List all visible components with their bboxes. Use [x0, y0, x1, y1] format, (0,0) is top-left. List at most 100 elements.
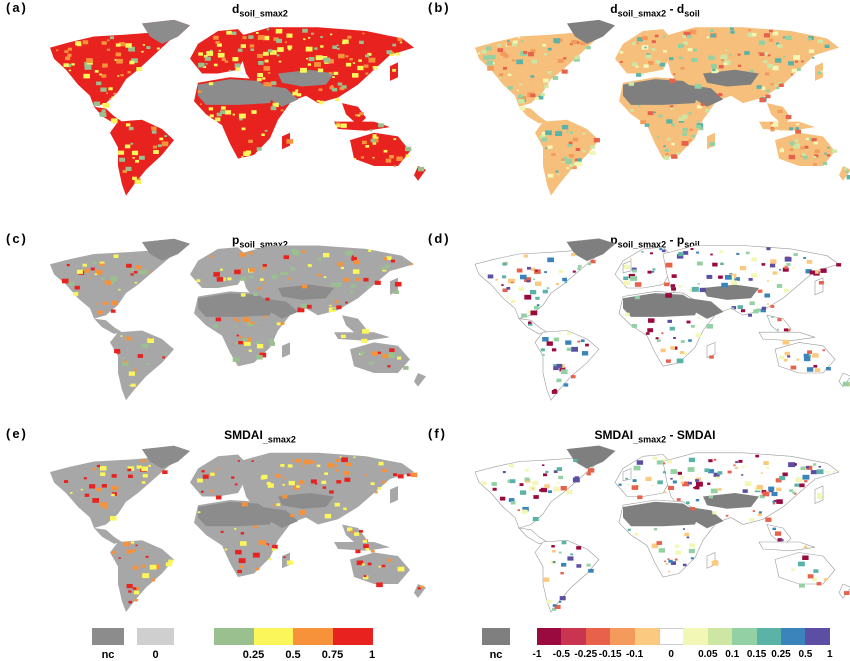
map-pixel-cluster	[151, 578, 156, 582]
map-pixel-cluster	[338, 53, 345, 59]
map-pixel-cluster	[293, 485, 300, 490]
map-pixel-cluster	[647, 270, 652, 274]
legend-tick-label: 0.75	[321, 649, 344, 661]
map-pixel-cluster	[393, 138, 397, 141]
map-pixel-cluster	[644, 46, 647, 49]
landmass-europe	[190, 454, 250, 497]
map-pixel-cluster	[234, 483, 238, 486]
map-pixel-cluster	[508, 278, 515, 284]
map-pixel-cluster	[126, 263, 132, 268]
map-pixel-cluster	[265, 297, 270, 301]
map-pixel-cluster	[214, 117, 221, 122]
map-pixel-cluster	[311, 460, 315, 464]
map-pixel-cluster	[567, 556, 574, 561]
map-pixel-cluster	[140, 548, 144, 550]
map-pixel-cluster	[710, 488, 718, 494]
landmass-indonesia	[758, 541, 816, 552]
map-pixel-cluster	[561, 541, 567, 545]
map-pixel-cluster	[227, 277, 232, 281]
map-pixel-cluster	[272, 544, 278, 549]
map-pixel-cluster	[320, 45, 324, 48]
map-pixel-cluster	[663, 462, 666, 465]
map-pixel-cluster	[682, 132, 687, 136]
map-pixel-cluster	[257, 35, 265, 40]
map-pixel-cluster	[691, 57, 698, 63]
map-pixel-cluster	[335, 459, 341, 462]
map-pixel-cluster	[713, 559, 718, 563]
map-pixel-cluster	[637, 105, 641, 107]
map-pixel-cluster	[198, 52, 204, 56]
map-pixel-cluster	[737, 64, 742, 67]
map-pixel-cluster	[512, 59, 516, 62]
map-pixel-cluster	[362, 328, 369, 334]
map-pixel-cluster	[134, 599, 138, 602]
map-pixel-cluster	[842, 381, 850, 387]
map-pixel-cluster	[520, 274, 527, 280]
map-pixel-cluster	[501, 284, 504, 286]
map-pixel-cluster	[74, 285, 80, 290]
map-pixel-cluster	[83, 73, 90, 79]
map-pixel-cluster	[196, 279, 201, 282]
map-pixel-cluster	[367, 562, 372, 566]
map-pixel-cluster	[805, 137, 810, 141]
map-pixel-cluster	[669, 78, 676, 84]
map-pixel-cluster	[697, 120, 700, 122]
landmass-australia	[350, 342, 410, 373]
map-pixel-cluster	[269, 339, 275, 343]
map-pixel-cluster	[544, 84, 549, 88]
map-pixel-cluster	[530, 267, 536, 271]
map-pixel-cluster	[708, 55, 715, 60]
map-pixel-cluster	[232, 357, 240, 362]
map-pixel-cluster	[558, 601, 562, 603]
map-pixel-cluster	[543, 577, 550, 582]
nc-region-sahara	[198, 293, 274, 317]
world-map-d	[474, 238, 850, 401]
map-pixel-cluster	[266, 82, 272, 87]
map-pixel-cluster	[520, 490, 527, 495]
map-pixel-cluster	[682, 127, 689, 132]
map-pixel-cluster	[779, 269, 782, 271]
map-pixel-cluster	[355, 549, 361, 554]
map-pixel-cluster	[814, 149, 820, 154]
map-pixel-cluster	[280, 272, 285, 276]
map-pixel-cluster	[546, 599, 552, 604]
map-pixel-cluster	[673, 73, 676, 75]
map-pixel-cluster	[67, 47, 72, 51]
landmass-japan	[390, 486, 398, 504]
map-pixel-cluster	[805, 466, 810, 469]
map-pixel-cluster	[257, 53, 263, 58]
map-pixel-cluster	[807, 350, 812, 354]
world-map-b	[475, 19, 850, 196]
map-pixel-cluster	[699, 287, 706, 293]
map-pixel-cluster	[676, 152, 681, 156]
map-pixel-cluster	[362, 32, 365, 35]
map-pixel-cluster	[518, 287, 524, 291]
map-pixel-cluster	[623, 276, 629, 280]
map-pixel-cluster	[663, 491, 667, 494]
map-pixel-cluster	[651, 48, 656, 51]
map-pixel-cluster	[551, 390, 558, 394]
map-pixel-cluster	[745, 251, 750, 255]
map-pixel-cluster	[748, 313, 752, 317]
map-pixel-cluster	[291, 459, 295, 462]
map-pixel-cluster	[240, 532, 245, 535]
map-pixel-cluster	[573, 459, 578, 463]
map-pixel-cluster	[755, 308, 761, 312]
map-pixel-cluster	[544, 147, 547, 150]
map-pixel-cluster	[533, 495, 539, 499]
map-pixel-cluster	[678, 252, 684, 257]
map-pixel-cluster	[330, 283, 335, 287]
map-pixel-cluster	[737, 53, 741, 56]
map-pixel-cluster	[662, 471, 666, 474]
legend-swatch	[805, 628, 831, 645]
map-pixel-cluster	[273, 37, 279, 41]
map-pixel-cluster	[744, 51, 750, 55]
map-pixel-cluster	[547, 173, 554, 178]
landmass-madagascar	[282, 132, 290, 150]
map-pixel-cluster	[671, 287, 676, 291]
map-pixel-cluster	[784, 265, 788, 267]
map-pixel-cluster	[220, 277, 226, 281]
map-pixel-cluster	[353, 456, 356, 458]
map-pixel-cluster	[372, 156, 375, 159]
map-pixel-cluster	[235, 67, 241, 71]
